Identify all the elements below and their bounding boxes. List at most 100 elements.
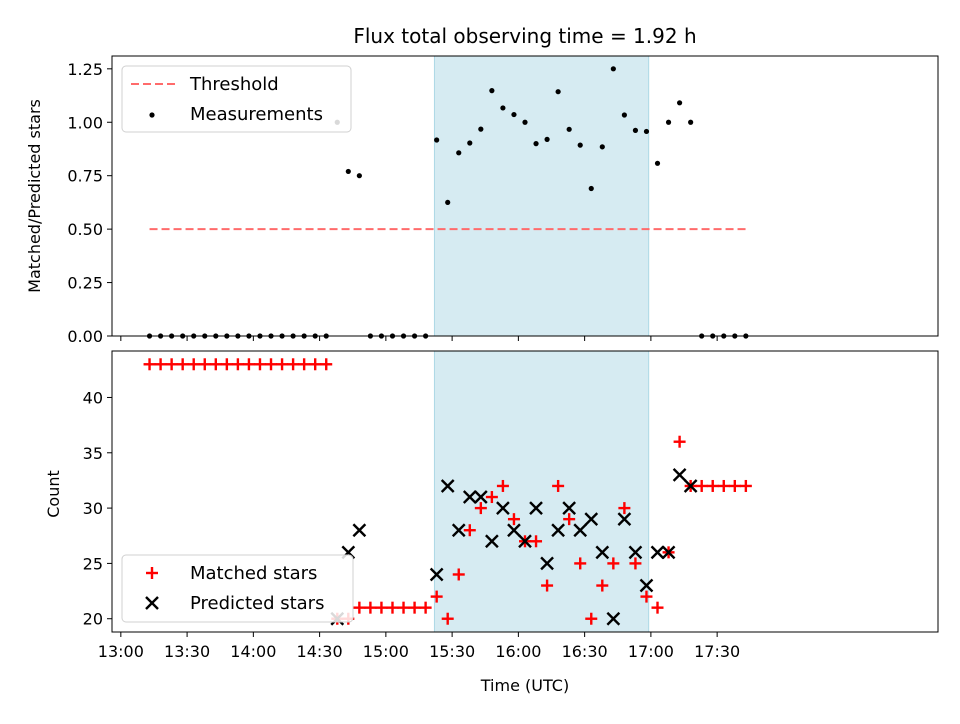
top-y-axis-label: Matched/Predicted stars — [25, 99, 44, 293]
predicted-star-point — [639, 578, 654, 593]
matched-star-point — [276, 358, 289, 371]
matched-star-point — [706, 479, 719, 492]
matched-star-point — [419, 601, 432, 614]
bottom-shaded-span — [433, 350, 650, 633]
measurement-point — [621, 112, 627, 118]
matched-star-point — [154, 358, 167, 371]
matched-star-point — [485, 491, 498, 504]
matched-star-point — [375, 601, 388, 614]
matched-star-point — [220, 358, 233, 371]
measurement-point — [544, 136, 550, 142]
measurement-point — [588, 185, 594, 192]
matched-star-point — [552, 479, 565, 492]
predicted-star-point — [562, 501, 577, 515]
bottom-panel: Count Time (UTC) 20 25 30 35 40 13:00 13:30 14… — [44, 350, 939, 695]
predicted-star-point — [606, 611, 621, 626]
bottom-y-tick-label: 35 — [83, 444, 103, 463]
matched-star-point — [397, 601, 410, 614]
predicted-star-point — [440, 479, 455, 493]
top-y-tick-label: 1.25 — [67, 60, 103, 79]
measurement-point — [445, 199, 451, 206]
measurement-point — [522, 119, 528, 125]
top-shaded-span — [433, 55, 650, 337]
measurement-point — [688, 119, 694, 125]
top-chart-title: Flux total observing time = 1.92 h — [353, 24, 696, 48]
measurement-point — [533, 141, 539, 147]
measurement-point — [632, 127, 639, 133]
matched-star-point — [651, 601, 664, 614]
matched-star-point — [176, 358, 189, 371]
matched-star-point — [165, 358, 178, 371]
predicted-star-point — [529, 501, 543, 515]
bottom-x-tick-label: 14:00 — [230, 642, 276, 661]
bottom-y-axis-label: Count — [44, 470, 63, 518]
bottom-legend: Matched stars Predicted stars — [121, 554, 354, 623]
measurement-point — [434, 137, 440, 143]
measurement-point — [665, 119, 672, 125]
predicted-star-point — [429, 567, 444, 582]
predicted-star-point — [518, 534, 532, 549]
predicted-star-point — [617, 512, 632, 527]
predicted-star-point — [584, 512, 599, 527]
measurement-point — [566, 126, 572, 132]
matched-star-point — [309, 358, 322, 371]
predicted-star-point — [462, 490, 477, 504]
bottom-legend-box — [121, 554, 354, 623]
predicted-star-point — [485, 534, 499, 549]
matched-star-point — [298, 358, 311, 371]
top-legend-box — [121, 65, 352, 133]
matched-star-point — [408, 601, 421, 614]
predicted-star-point — [507, 523, 521, 538]
matched-star-point — [441, 612, 454, 625]
matched-star-point — [530, 535, 543, 548]
measurement-point — [643, 128, 650, 135]
matched-star-point — [541, 579, 554, 592]
matched-star-point — [496, 479, 509, 492]
legend-matched-label: Matched stars — [190, 563, 317, 584]
top-y-tick-label: 0.00 — [67, 327, 103, 346]
predicted-star-point — [650, 545, 665, 560]
bottom-y-tick-label: 30 — [83, 499, 103, 518]
matched-star-point — [629, 557, 642, 570]
legend-predicted-swatch — [145, 596, 159, 610]
matched-star-point — [640, 590, 653, 603]
matched-star-point — [265, 358, 278, 371]
top-panel: Flux total observing time = 1.92 h Match… — [25, 24, 939, 346]
measurement-point — [676, 100, 683, 106]
measurement-point — [654, 160, 661, 166]
matched-star-point — [253, 358, 266, 371]
matched-star-point — [618, 502, 631, 515]
matched-star-point — [242, 358, 255, 371]
predicted-star-point — [573, 523, 588, 538]
bottom-plot-frame — [111, 350, 939, 633]
top-y-tick-label: 0.50 — [67, 220, 103, 239]
bottom-y-tick-label: 25 — [83, 554, 103, 573]
legend-measurements-label: Measurements — [190, 104, 323, 125]
measurement-point — [577, 142, 583, 148]
predicted-star-point — [672, 468, 687, 482]
matched-star-point — [353, 601, 366, 614]
matched-star-point — [728, 479, 741, 492]
matched-star-point — [386, 601, 399, 614]
matched-star-point — [695, 479, 708, 492]
measurement-point — [511, 111, 517, 118]
top-y-tick-label: 0.75 — [67, 167, 103, 186]
measurement-point — [456, 150, 462, 156]
matched-star-point — [209, 358, 222, 371]
predicted-star-point — [352, 523, 367, 538]
measurement-point — [489, 88, 495, 94]
bottom-x-tick-label: 17:00 — [628, 642, 674, 661]
matched-star-point — [143, 358, 156, 371]
bottom-x-tick-label: 15:30 — [429, 642, 475, 661]
bottom-x-tick-label: 16:30 — [562, 642, 608, 661]
measurement-point — [555, 89, 561, 95]
bottom-x-tick-label: 16:00 — [495, 642, 541, 661]
predicted-star-point — [661, 545, 676, 560]
matched-star-point — [607, 557, 620, 570]
matched-star-point — [320, 358, 333, 371]
predicted-star-point — [540, 556, 554, 571]
matched-star-point — [673, 435, 686, 448]
bottom-x-tick-label: 15:00 — [363, 642, 409, 661]
top-legend: Threshold Measurements — [121, 65, 352, 133]
